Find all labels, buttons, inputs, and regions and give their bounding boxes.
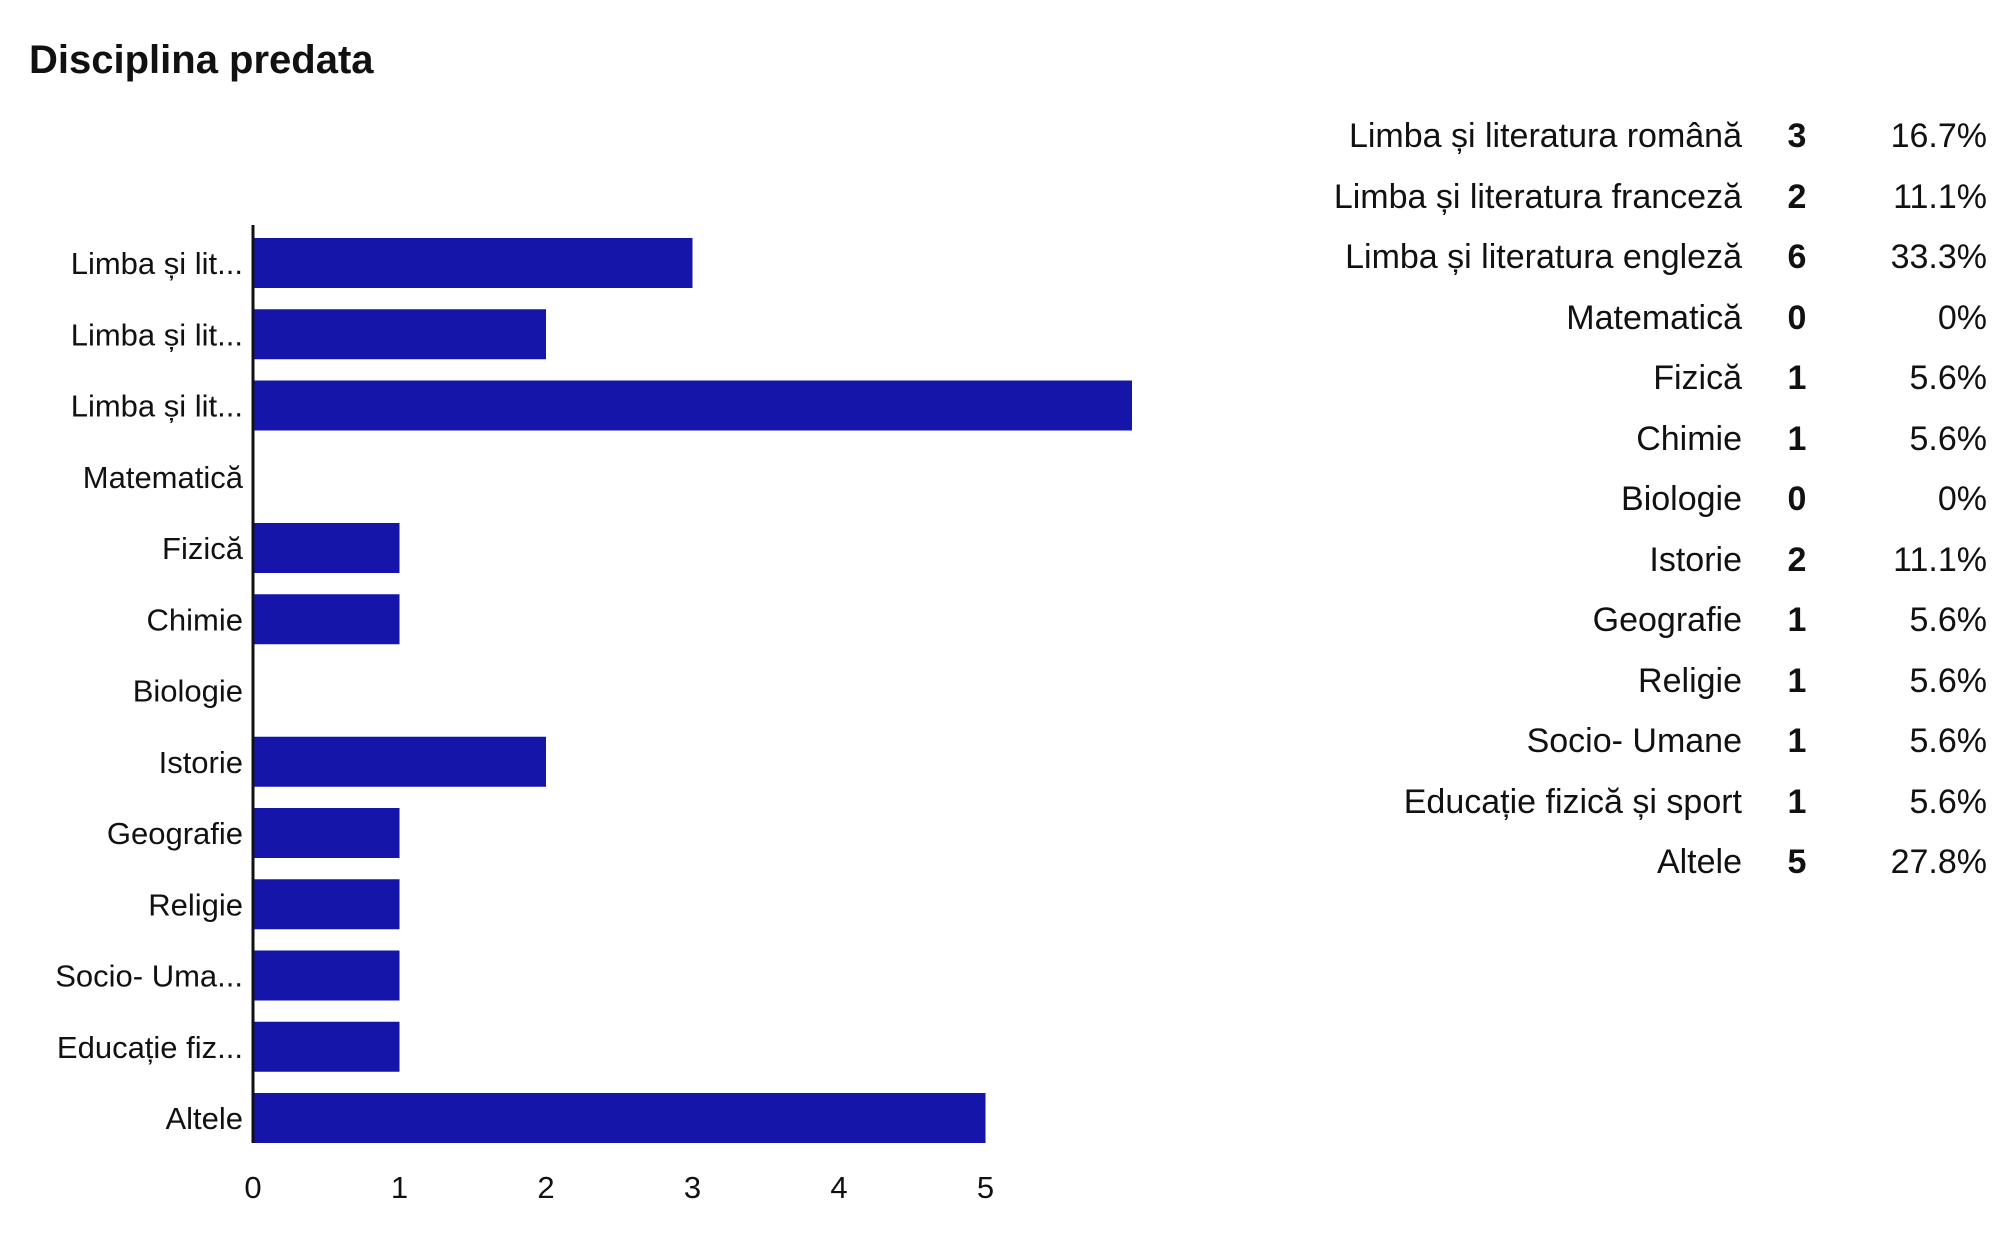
summary-percent: 11.1%	[1893, 540, 1987, 579]
x-axis-ticks: 0 1 2 3 4 5	[244, 1170, 994, 1205]
summary-label: Istorie	[1649, 540, 1742, 579]
summary-count: 0	[1787, 298, 1807, 337]
summary-row: Matematică 0 0%	[1270, 288, 1987, 349]
summary-row: Chimie 1 5.6%	[1270, 409, 1987, 470]
x-tick-label-3: 3	[684, 1170, 701, 1205]
category-label-8: Istorie	[159, 745, 243, 780]
summary-percent: 5.6%	[1909, 419, 1988, 458]
category-label-7: Biologie	[133, 674, 243, 709]
summary-count: 1	[1787, 722, 1807, 760]
summary-count: 3	[1787, 117, 1807, 155]
summary-row: Geografie 1 5.6%	[1270, 590, 1987, 651]
summary-row: Istorie 2 11.1%	[1270, 530, 1987, 591]
summary-percent: 5.6%	[1909, 601, 1988, 639]
summary-label: Socio- Umane	[1526, 722, 1742, 760]
summary-label: Limba și literatura franceză	[1333, 177, 1742, 216]
summary-percent: 0%	[1937, 480, 1987, 518]
summary-label: Religie	[1638, 661, 1742, 700]
category-label-13: Altele	[165, 1101, 243, 1136]
summary-row: Altele 5 27.8%	[1270, 832, 1987, 893]
bar-11	[253, 950, 400, 1001]
bar-5	[253, 523, 400, 573]
summary-label: Biologie	[1621, 480, 1742, 518]
bar-13	[253, 1093, 986, 1143]
summary-table-body: Limba și literatura română 3 16.7% Limba și…	[1270, 106, 1987, 893]
summary-label: Chimie	[1636, 419, 1742, 458]
summary-row: Limba și literatura franceză 2 11.1%	[1270, 167, 1987, 228]
summary-row: Fizică 1 5.6%	[1270, 348, 1987, 409]
category-label-1: Limba și lit...	[71, 246, 243, 281]
summary-count: 1	[1787, 419, 1807, 458]
category-label-6: Chimie	[147, 602, 243, 637]
summary-label: Geografie	[1592, 601, 1742, 639]
bar-2	[253, 309, 546, 360]
summary-percent: 27.8%	[1890, 843, 1987, 881]
summary-row: Educație fizică și sport 1 5.6%	[1270, 772, 1987, 833]
summary-percent: 5.6%	[1909, 722, 1988, 760]
summary-count: 1	[1787, 661, 1807, 700]
summary-row: Religie 1 5.6%	[1270, 651, 1987, 712]
category-labels: Limba și lit... Limba și lit... Limba și l…	[55, 246, 244, 1136]
category-label-11: Socio- Uma...	[55, 959, 243, 994]
x-tick-label-4: 4	[830, 1170, 847, 1205]
x-tick-label-0: 0	[244, 1170, 261, 1205]
bar-chart: Limba și lit... Limba și lit... Limba și l…	[55, 225, 1132, 1205]
x-tick-label-5: 5	[977, 1170, 994, 1205]
bar-8	[253, 736, 546, 787]
summary-row: Limba și literatura română 3 16.7%	[1270, 106, 1987, 167]
response-summary-table: Limba și literatura română 3 16.7% Limba și…	[1270, 106, 1987, 893]
summary-percent: 11.1%	[1893, 177, 1987, 216]
summary-percent: 33.3%	[1890, 238, 1987, 276]
category-label-2: Limba și lit...	[71, 317, 243, 352]
summary-count: 1	[1787, 782, 1807, 821]
bar-10	[253, 879, 400, 930]
category-label-5: Fizică	[162, 531, 244, 566]
summary-count: 5	[1787, 843, 1807, 881]
summary-percent: 5.6%	[1909, 359, 1988, 397]
summary-count: 1	[1787, 601, 1807, 639]
x-tick-label-1: 1	[391, 1170, 408, 1205]
bar-3	[253, 380, 1132, 431]
summary-row: Biologie 0 0%	[1270, 469, 1987, 530]
summary-label: Altele	[1656, 843, 1742, 881]
summary-percent: 0%	[1937, 298, 1987, 337]
summary-label: Matematică	[1566, 298, 1742, 337]
summary-percent: 5.6%	[1909, 782, 1988, 821]
summary-count: 1	[1787, 359, 1807, 397]
bar-1	[253, 238, 693, 288]
summary-label: Fizică	[1653, 359, 1742, 397]
summary-percent: 16.7%	[1890, 117, 1987, 155]
category-label-4: Matematică	[83, 460, 244, 495]
page-title: Disciplina predata	[29, 38, 374, 82]
x-tick-label-2: 2	[537, 1170, 554, 1205]
summary-label: Limba și literatura română	[1348, 117, 1742, 155]
summary-count: 2	[1787, 177, 1807, 216]
summary-row: Socio- Umane 1 5.6%	[1270, 711, 1987, 772]
bar-12	[253, 1021, 400, 1072]
summary-percent: 5.6%	[1909, 661, 1988, 700]
category-label-9: Geografie	[107, 816, 243, 851]
summary-count: 0	[1787, 480, 1807, 518]
summary-count: 6	[1787, 238, 1807, 276]
bar-9	[253, 808, 400, 858]
category-label-3: Limba și lit...	[71, 389, 243, 424]
bar-6	[253, 594, 400, 645]
summary-row: Limba și literatura engleză 6 33.3%	[1270, 227, 1987, 288]
summary-count: 2	[1787, 540, 1807, 579]
summary-label: Educație fizică și sport	[1403, 782, 1742, 821]
summary-label: Limba și literatura engleză	[1345, 238, 1742, 276]
bars-group	[253, 238, 1132, 1143]
category-label-10: Religie	[148, 887, 243, 922]
category-label-12: Educație fiz...	[57, 1030, 243, 1065]
